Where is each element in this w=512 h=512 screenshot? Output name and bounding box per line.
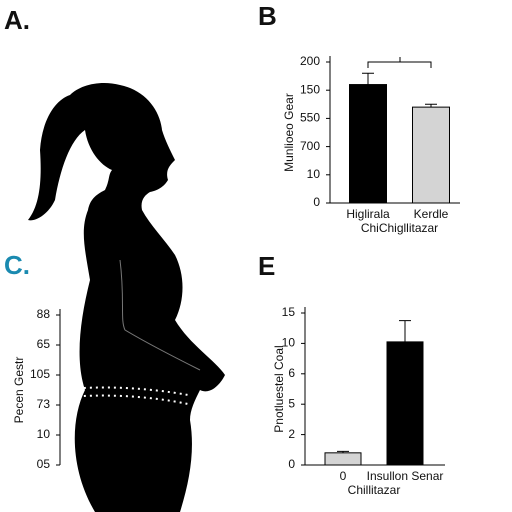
- x-axis-label: Chillitazar: [348, 483, 401, 497]
- x-tick-label: 0: [340, 469, 347, 483]
- y-tick-label: 105: [30, 367, 50, 381]
- y-tick-label: 2: [288, 427, 295, 441]
- panel-label: A.: [4, 5, 30, 35]
- y-tick-label: 5: [288, 396, 295, 410]
- x-tick-label: Insullon Senar: [367, 469, 444, 483]
- y-tick-label: 10: [282, 336, 296, 350]
- y-tick-label: 73: [37, 397, 51, 411]
- y-tick-label: 150: [300, 82, 320, 96]
- waist-dots: [59, 386, 189, 405]
- y-tick-label: 10: [307, 167, 321, 181]
- significance-bracket: [367, 57, 432, 68]
- bar: [412, 106, 450, 204]
- y-tick-label: 550: [300, 111, 320, 125]
- silhouette-arm: [119, 259, 201, 371]
- y-tick-label: 0: [288, 457, 295, 471]
- y-axis-label: Pnotluestel Coal: [272, 345, 286, 432]
- error-bar: [337, 450, 349, 453]
- y-tick-label: 200: [300, 54, 320, 68]
- y-tick-label: 0: [313, 195, 320, 209]
- y-tick-label: 10: [37, 427, 51, 441]
- y-axis-label: Munlioeo Gear: [282, 93, 296, 172]
- error-bar: [399, 320, 411, 342]
- y-tick-label: 88: [37, 307, 51, 321]
- y-tick-label: 05: [37, 457, 51, 471]
- silhouette: [28, 83, 225, 512]
- y-tick-label: 15: [282, 305, 296, 319]
- bar: [349, 84, 387, 204]
- x-axis-label: ChiChigllitazar: [361, 221, 438, 235]
- x-tick-label: Higlirala: [346, 207, 390, 221]
- x-tick-label: Kerdle: [414, 207, 449, 221]
- bar: [324, 452, 362, 466]
- y-axis-label: Pecen Gestr: [12, 357, 26, 424]
- bar: [386, 341, 424, 466]
- y-tick-label: 65: [37, 337, 51, 351]
- panel-label: B: [258, 1, 277, 31]
- panel-label: E: [258, 251, 275, 281]
- panel-label: C.: [4, 250, 30, 280]
- y-tick-label: 6: [288, 366, 295, 380]
- error-bar: [362, 72, 374, 85]
- y-tick-label: 700: [300, 139, 320, 153]
- error-bar: [425, 103, 437, 108]
